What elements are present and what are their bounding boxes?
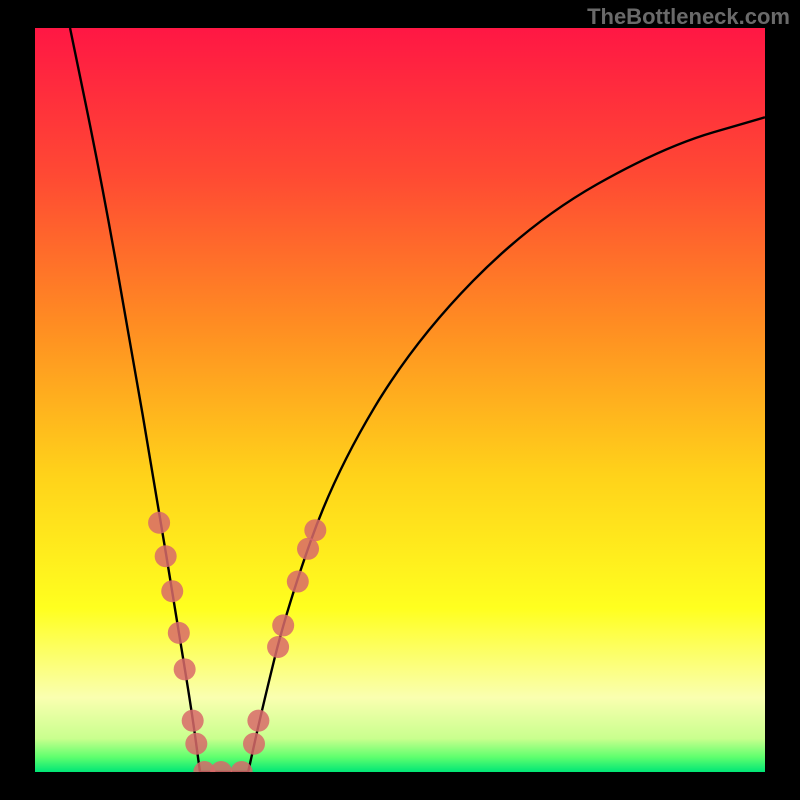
data-marker xyxy=(155,545,177,567)
data-marker xyxy=(247,710,269,732)
plot-area xyxy=(35,28,765,772)
data-marker xyxy=(174,658,196,680)
data-marker xyxy=(287,571,309,593)
watermark-text: TheBottleneck.com xyxy=(587,4,790,30)
data-marker xyxy=(148,512,170,534)
data-marker xyxy=(210,761,232,772)
data-marker xyxy=(182,710,204,732)
data-marker xyxy=(272,614,294,636)
data-marker xyxy=(267,636,289,658)
data-marker xyxy=(304,519,326,541)
data-markers xyxy=(35,28,765,772)
data-marker xyxy=(243,733,265,755)
data-marker xyxy=(161,580,183,602)
data-marker xyxy=(168,622,190,644)
data-marker xyxy=(185,733,207,755)
data-marker xyxy=(231,761,253,772)
